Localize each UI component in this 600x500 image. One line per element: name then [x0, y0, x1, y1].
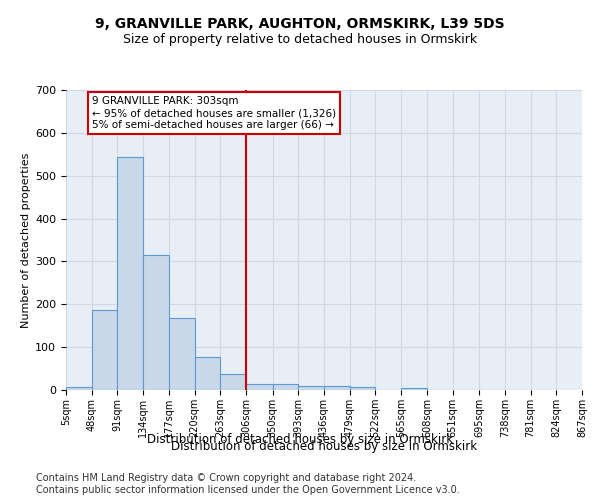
Bar	[350, 386, 376, 390]
Text: Distribution of detached houses by size in Ormskirk: Distribution of detached houses by size …	[147, 432, 453, 446]
Bar	[66, 386, 92, 390]
Bar	[220, 374, 246, 390]
Bar	[298, 386, 324, 390]
Bar	[272, 384, 298, 390]
Bar	[143, 255, 169, 390]
X-axis label: Distribution of detached houses by size in Ormskirk: Distribution of detached houses by size …	[171, 440, 477, 453]
Text: Contains HM Land Registry data © Crown copyright and database right 2024.
Contai: Contains HM Land Registry data © Crown c…	[36, 474, 460, 495]
Bar	[246, 384, 272, 390]
Text: 9, GRANVILLE PARK, AUGHTON, ORMSKIRK, L39 5DS: 9, GRANVILLE PARK, AUGHTON, ORMSKIRK, L3…	[95, 18, 505, 32]
Bar	[118, 157, 143, 390]
Bar	[195, 358, 220, 390]
Bar	[169, 318, 195, 390]
Bar	[401, 388, 427, 390]
Y-axis label: Number of detached properties: Number of detached properties	[21, 152, 31, 328]
Bar	[92, 310, 118, 390]
Bar	[324, 386, 350, 390]
Text: Size of property relative to detached houses in Ormskirk: Size of property relative to detached ho…	[123, 32, 477, 46]
Text: 9 GRANVILLE PARK: 303sqm
← 95% of detached houses are smaller (1,326)
5% of semi: 9 GRANVILLE PARK: 303sqm ← 95% of detach…	[92, 96, 336, 130]
